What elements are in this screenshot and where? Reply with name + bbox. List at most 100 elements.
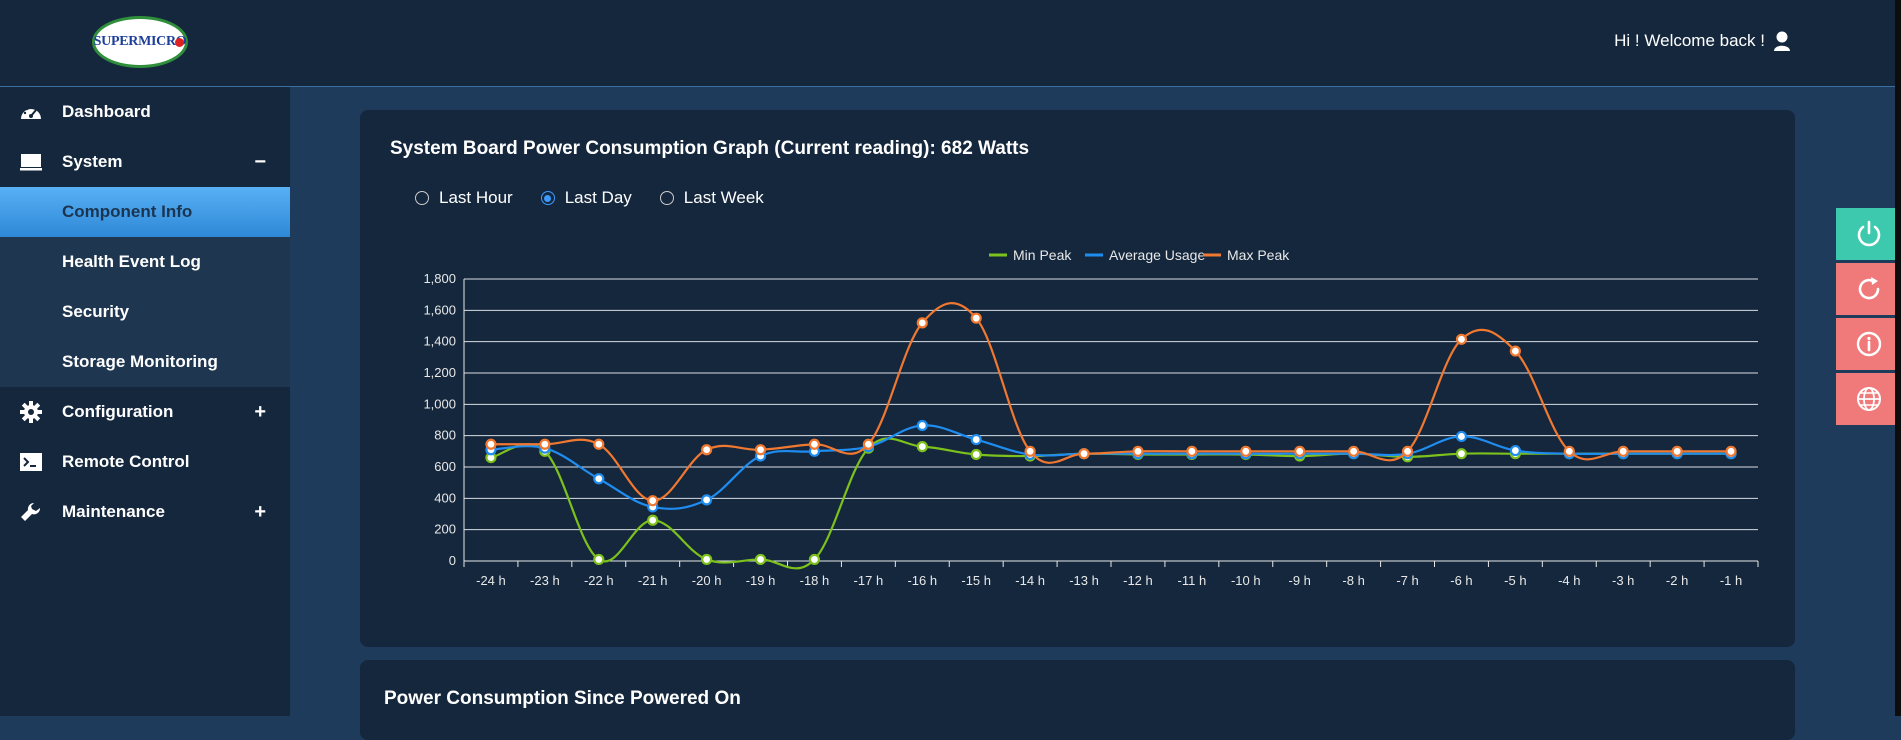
data-point-max-peak — [593, 438, 605, 450]
radio-label-last-week: Last Week — [683, 188, 764, 207]
sidebar-item-remote-control[interactable]: Remote Control — [0, 437, 290, 487]
radio-circle[interactable] — [415, 191, 429, 205]
data-point-min-peak — [754, 553, 767, 566]
x-tick-label: -1 h — [1720, 573, 1742, 588]
x-tick-label: -24 h — [476, 573, 506, 588]
x-tick-label: -22 h — [584, 573, 614, 588]
sidebar-item-configuration[interactable]: Configuration + — [0, 387, 290, 437]
power-graph-title: System Board Power Consumption Graph (Cu… — [390, 138, 1030, 159]
data-point-max-peak — [1024, 445, 1036, 457]
data-point-max-peak — [754, 444, 767, 456]
radio-label-last-hour: Last Hour — [439, 188, 513, 207]
power-icon — [1857, 220, 1880, 247]
logo-text: SUPERMICRO — [93, 34, 187, 49]
power-since-on-title: Power Consumption Since Powered On — [384, 688, 741, 709]
y-tick-label: 1,000 — [423, 396, 456, 411]
radio-last-hour[interactable]: Last Hour — [415, 188, 513, 208]
x-tick-label: -13 h — [1069, 573, 1099, 588]
data-point-average-usage — [970, 433, 982, 446]
y-tick-label: 1,600 — [423, 302, 456, 317]
sidebar-label-configuration: Configuration — [62, 402, 174, 421]
radio-last-day[interactable]: Last Day — [540, 188, 632, 208]
sidebar-label-system: System — [62, 152, 123, 171]
sidebar-subitem-security[interactable]: Security — [62, 302, 130, 321]
expand-toggle-configuration[interactable]: + — [254, 400, 266, 423]
data-point-max-peak — [916, 317, 928, 329]
data-point-max-peak — [1078, 448, 1090, 460]
x-tick-label: -16 h — [907, 573, 937, 588]
info-button[interactable] — [1836, 318, 1901, 370]
sidebar-subitem-storage-monitoring[interactable]: Storage Monitoring — [62, 352, 218, 371]
data-point-min-peak — [647, 514, 659, 526]
power-button[interactable] — [1836, 208, 1901, 260]
sidebar-label-maintenance: Maintenance — [62, 502, 165, 521]
x-tick-label: -21 h — [638, 573, 668, 588]
radio-circle[interactable] — [659, 191, 674, 205]
series-line-max-peak — [490, 302, 1732, 502]
x-tick-label: -6 h — [1450, 573, 1472, 588]
legend-label: Min Peak — [1013, 247, 1072, 263]
x-tick-label: -14 h — [1015, 573, 1045, 588]
user-icon[interactable] — [1773, 30, 1791, 52]
x-tick-label: -18 h — [800, 573, 830, 588]
radio-label-last-day: Last Day — [564, 188, 632, 207]
data-point-max-peak — [1348, 445, 1360, 457]
supermicro-logo[interactable]: SUPERMICRO — [92, 16, 188, 68]
logo-dot — [175, 38, 184, 47]
x-tick-label: -12 h — [1123, 573, 1153, 588]
sidebar-item-maintenance[interactable]: Maintenance + — [0, 487, 290, 537]
data-point-max-peak — [485, 438, 497, 450]
x-tick-label: -8 h — [1342, 573, 1364, 588]
x-tick-label: -11 h — [1178, 573, 1207, 588]
expand-toggle-maintenance[interactable]: + — [254, 500, 266, 523]
sidebar: Dashboard System − Component Info Health… — [0, 87, 290, 716]
globe-icon — [1856, 387, 1881, 411]
data-point-min-peak — [970, 448, 982, 461]
data-point-max-peak — [862, 438, 874, 450]
data-point-average-usage — [1455, 430, 1468, 443]
refresh-button[interactable] — [1836, 263, 1901, 315]
sidebar-item-dashboard[interactable]: Dashboard — [0, 87, 290, 137]
x-tick-label: -10 h — [1231, 573, 1261, 588]
data-point-max-peak — [1455, 333, 1468, 345]
wrench-icon — [0, 501, 62, 523]
legend-label: Average Usage — [1109, 247, 1205, 263]
power-line-chart: 0 200 400 600 800 1,000 1,200 1,400 1,600 1,800 -2… — [423, 247, 1759, 588]
data-point-max-peak — [539, 438, 551, 450]
sidebar-subitem-component-info[interactable]: Component Info — [0, 187, 290, 237]
data-point-max-peak — [1132, 445, 1144, 457]
data-point-max-peak — [1240, 445, 1252, 457]
data-point-average-usage — [701, 494, 713, 506]
x-tick-label: -23 h — [530, 573, 560, 588]
info-icon — [1856, 331, 1881, 357]
data-point-average-usage — [1509, 444, 1521, 457]
welcome-area[interactable]: Hi ! Welcome back ! — [1614, 30, 1791, 52]
y-tick-label: 1,800 — [423, 271, 456, 286]
y-tick-label: 600 — [434, 459, 456, 474]
sidebar-subitem-health-event-log[interactable]: Health Event Log — [62, 252, 201, 271]
radio-last-week[interactable]: Last Week — [659, 188, 764, 208]
x-tick-label: -7 h — [1396, 573, 1418, 588]
gear-icon — [0, 401, 62, 423]
y-tick-label: 1,200 — [423, 365, 456, 380]
system-submenu: Component Info Health Event Log Security… — [0, 187, 290, 387]
page-scrollbar[interactable] — [1895, 0, 1901, 716]
y-tick-label: 400 — [434, 490, 456, 505]
data-point-max-peak — [1725, 445, 1737, 457]
time-range-selector: Last Hour Last Day Last Week — [415, 188, 778, 208]
x-tick-label: -15 h — [961, 573, 991, 588]
x-tick-label: -3 h — [1612, 573, 1634, 588]
data-point-max-peak — [647, 495, 659, 507]
data-point-min-peak — [808, 553, 821, 566]
language-button[interactable] — [1836, 373, 1901, 425]
y-tick-label: 200 — [434, 522, 456, 537]
sidebar-label-remote-control: Remote Control — [62, 452, 190, 471]
data-point-max-peak — [1671, 445, 1683, 457]
radio-circle-selected[interactable] — [540, 191, 555, 205]
y-tick-label: 0 — [449, 553, 456, 568]
collapse-toggle-system[interactable]: − — [254, 150, 266, 173]
y-tick-label: 1,400 — [423, 334, 456, 349]
sidebar-item-system[interactable]: System − — [0, 137, 290, 187]
terminal-icon — [0, 452, 62, 472]
data-point-min-peak — [916, 441, 928, 453]
